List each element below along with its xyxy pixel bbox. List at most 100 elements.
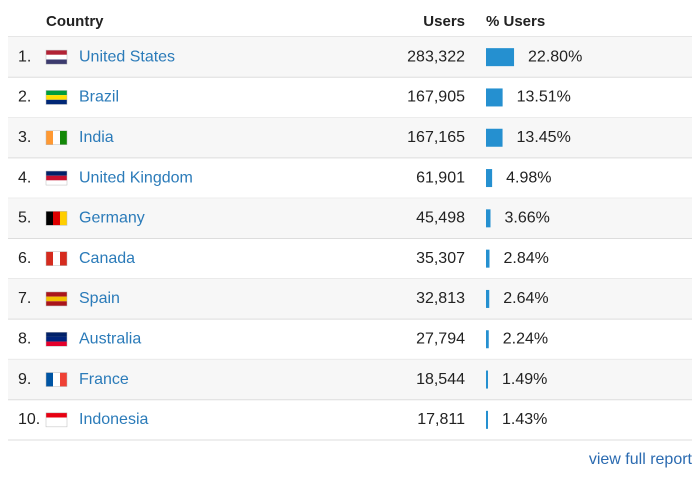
share-bar	[486, 330, 489, 349]
flag-stripe	[46, 291, 67, 297]
flag-stripe	[46, 301, 67, 306]
share-label: 2.24%	[503, 330, 548, 347]
users: 61,901	[416, 169, 465, 186]
flag-stripe	[46, 332, 67, 337]
country-link[interactable]: Brazil	[79, 89, 119, 106]
column-header: % Users	[486, 13, 545, 30]
rank: 7.	[18, 290, 31, 307]
flag-stripe	[60, 372, 67, 387]
rank: 6.	[18, 250, 31, 267]
flag-stripe	[53, 372, 60, 387]
flag-border	[45, 251, 68, 266]
row-background	[8, 359, 692, 400]
share-bar	[486, 209, 491, 228]
share-bar	[486, 249, 490, 268]
share-label: 1.49%	[502, 371, 547, 388]
rank: 3.	[18, 129, 31, 146]
column-header: Country	[46, 13, 104, 30]
country-link[interactable]: United States	[79, 48, 175, 65]
share-bar	[486, 289, 490, 308]
rank: 4.	[18, 169, 31, 186]
row-background	[8, 198, 692, 239]
flag-stripe	[46, 54, 67, 60]
share-bar	[486, 48, 515, 67]
users: 17,811	[417, 411, 465, 428]
flag-border	[45, 412, 68, 428]
share-label: 13.51%	[517, 89, 571, 106]
row-background	[8, 37, 692, 78]
column-header: Users	[423, 13, 465, 30]
country-link[interactable]: Canada	[79, 250, 135, 267]
share-label: 3.66%	[505, 210, 550, 227]
users: 18,544	[416, 371, 465, 388]
flag-stripe	[46, 171, 67, 176]
flag-stripe	[46, 412, 67, 418]
flag-stripe	[46, 175, 67, 181]
flag-stripe	[46, 99, 67, 105]
flag-stripe	[46, 372, 53, 387]
flag-stripe	[53, 211, 60, 226]
users: 167,905	[407, 89, 465, 106]
country-link[interactable]: India	[79, 129, 114, 146]
flag-stripe	[46, 296, 67, 302]
users: 283,322	[407, 48, 465, 65]
share-label: 4.98%	[506, 169, 551, 186]
flag-stripe	[60, 211, 67, 226]
flag-border	[45, 211, 68, 226]
flag-stripe	[60, 130, 67, 145]
users: 35,307	[416, 250, 465, 267]
rank: 2.	[18, 89, 31, 106]
share-label: 22.80%	[528, 48, 582, 65]
flag-border	[45, 90, 68, 105]
flag-stripe	[46, 90, 67, 96]
row-background	[8, 117, 692, 158]
flag-stripe	[46, 211, 53, 226]
flag-border	[45, 49, 68, 65]
share-label: 13.45%	[517, 129, 571, 146]
share-label: 1.43%	[502, 411, 547, 428]
share-label: 2.64%	[503, 290, 548, 307]
share-bar	[486, 128, 503, 147]
country-link[interactable]: United Kingdom	[79, 169, 193, 186]
flag-stripe	[46, 130, 53, 145]
country-link[interactable]: Australia	[79, 330, 141, 347]
rank: 1.	[18, 48, 31, 65]
users: 27,794	[416, 330, 465, 347]
flag-stripe	[46, 251, 53, 266]
flag-stripe	[46, 341, 67, 347]
flag-border	[45, 332, 68, 347]
share-bar	[486, 370, 488, 389]
flag-border	[45, 372, 68, 387]
country-link[interactable]: Germany	[79, 210, 145, 227]
flag-stripe	[46, 336, 67, 342]
share-bar	[486, 410, 488, 429]
rank: 5.	[18, 210, 31, 227]
flag-stripe	[46, 59, 67, 65]
rank: 8.	[18, 330, 31, 347]
users: 45,498	[416, 210, 465, 227]
flag-stripe	[46, 95, 67, 100]
rows: 1. United States 283,322 22.80% 2. Brazil 167,…	[8, 37, 692, 441]
flag-stripe	[60, 251, 67, 266]
share-bar	[486, 169, 493, 188]
flag-stripe	[53, 130, 60, 145]
flag-stripe	[53, 251, 60, 266]
country-link[interactable]: Indonesia	[79, 411, 148, 428]
flag-stripe	[46, 180, 67, 186]
view-full-report[interactable]: view full report	[589, 451, 693, 468]
rank: 9.	[18, 371, 31, 388]
country-link[interactable]: France	[79, 371, 129, 388]
row-background	[8, 278, 692, 320]
flag-stripe	[46, 422, 67, 427]
flag-stripe	[46, 50, 67, 55]
flag-border	[45, 170, 68, 186]
users: 32,813	[416, 290, 465, 307]
flag-border	[45, 291, 68, 307]
flag-stripe	[46, 417, 67, 423]
share-bar	[486, 88, 503, 107]
share-label: 2.84%	[503, 250, 548, 267]
rank: 10.	[18, 411, 40, 428]
country-link[interactable]: Spain	[79, 290, 120, 307]
flag-border	[45, 130, 68, 145]
